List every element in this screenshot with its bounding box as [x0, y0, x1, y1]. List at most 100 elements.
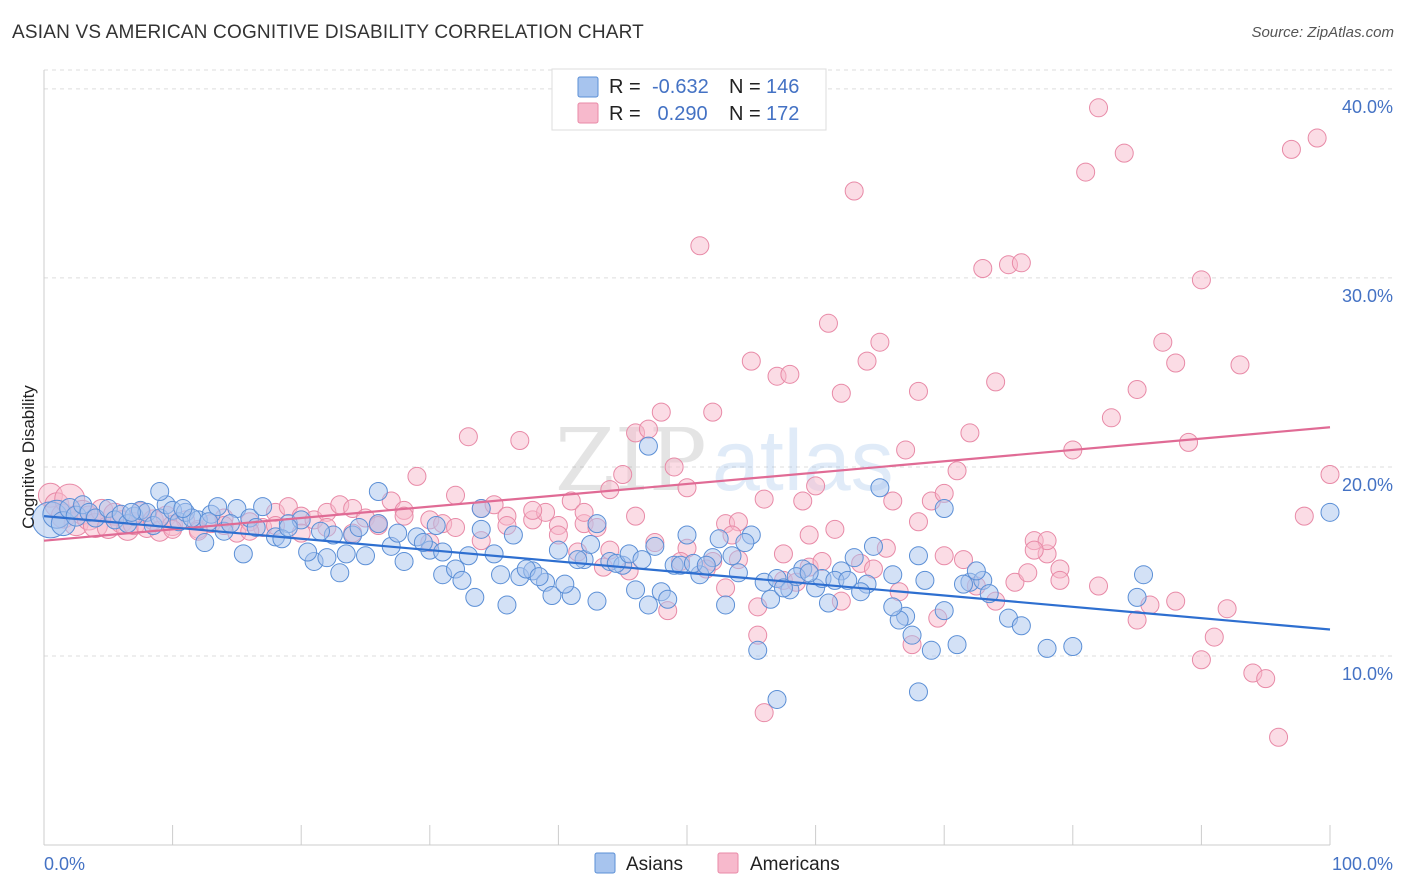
american-point-120 [799, 525, 819, 545]
legend-r-value-americans: 0.290 [652, 103, 708, 125]
american-point-128 [1024, 540, 1044, 560]
bottom-legend-label-americans: Americans [750, 854, 840, 875]
american-point-133 [1191, 650, 1211, 670]
legend-n-label-asians: N = [729, 76, 761, 98]
asian-point-94 [638, 436, 658, 456]
asian-point-35 [330, 563, 350, 583]
legend-n-value-asians: 146 [766, 76, 799, 98]
american-point-104 [1256, 669, 1276, 689]
asian-point-31 [233, 544, 253, 564]
asian-point-66 [716, 595, 736, 615]
american-point-134 [716, 578, 736, 598]
american-point-61 [703, 402, 723, 422]
source-label: Source: ZipAtlas.com [1251, 24, 1394, 41]
american-point-75 [883, 491, 903, 511]
x-tick-label-max: 100.0% [1332, 854, 1393, 874]
asian-point-81 [908, 546, 928, 566]
legend-n-value-americans: 172 [766, 103, 799, 125]
legend-n-label-americans: N = [729, 103, 761, 125]
american-point-129 [1050, 570, 1070, 590]
american-point-65 [754, 489, 774, 509]
asian-point-76 [844, 548, 864, 568]
american-point-42 [458, 427, 478, 447]
american-point-76 [896, 440, 916, 460]
y-tick-labels: 10.0% 20.0% 30.0% 40.0% [1342, 97, 1393, 684]
asian-point-134 [568, 550, 588, 570]
asian-point-99 [278, 517, 298, 537]
asian-point-97 [368, 482, 388, 502]
asian-point-120 [966, 561, 986, 581]
asian-point-7 [85, 508, 105, 528]
american-point-106 [1281, 139, 1301, 159]
y-tick-label-20: 20.0% [1342, 475, 1393, 495]
american-point-41 [446, 485, 466, 505]
asian-point-149 [208, 497, 228, 517]
asian-point-83 [934, 601, 954, 621]
asian-point-133 [555, 574, 575, 594]
american-point-38 [407, 466, 427, 486]
asian-point-67 [728, 563, 748, 583]
american-point-56 [638, 419, 658, 439]
american-point-80 [947, 461, 967, 481]
american-point-82 [973, 258, 993, 278]
asian-point-40 [394, 551, 414, 571]
asian-point-45 [458, 546, 478, 566]
asian-point-82 [921, 640, 941, 660]
american-point-121 [825, 519, 845, 539]
asian-point-91 [1134, 565, 1154, 585]
american-point-100 [1204, 627, 1224, 647]
asian-point-146 [1011, 616, 1031, 636]
x-tick-label-min: 0.0% [44, 854, 85, 874]
american-point-54 [613, 465, 633, 485]
american-point-50 [561, 491, 581, 511]
american-point-105 [1269, 727, 1289, 747]
asian-point-90 [1127, 587, 1147, 607]
legend-r-value-asians: -0.632 [652, 76, 709, 98]
asian-point-130 [465, 587, 485, 607]
asian-point-26 [253, 497, 273, 517]
asian-point-119 [953, 574, 973, 594]
asian-point-123 [298, 542, 318, 562]
american-point-108 [1307, 128, 1327, 148]
asian-point-89 [1063, 637, 1083, 657]
chart-title: ASIAN VS AMERICAN COGNITIVE DISABILITY C… [12, 22, 644, 43]
y-tick-label-10: 10.0% [1342, 664, 1393, 684]
american-point-132 [1166, 591, 1186, 611]
y-tick-label-30: 30.0% [1342, 286, 1393, 306]
asian-point-118 [915, 570, 935, 590]
asian-point-110 [748, 640, 768, 660]
asian-point-59 [638, 595, 658, 615]
asian-point-74 [818, 593, 838, 613]
asian-point-147 [426, 516, 446, 536]
american-point-64 [741, 351, 761, 371]
asian-point-88 [1037, 638, 1057, 658]
asian-point-138 [709, 529, 729, 549]
american-point-97 [1166, 353, 1186, 373]
american-point-83 [986, 372, 1006, 392]
american-point-77 [908, 381, 928, 401]
asian-point-154 [173, 499, 193, 519]
asian-point-58 [626, 580, 646, 600]
legend-bottom: Asians Americans [594, 852, 840, 875]
asian-point-139 [722, 546, 742, 566]
american-point-71 [831, 383, 851, 403]
american-point-140 [523, 500, 543, 520]
bottom-legend-swatch-asians [594, 852, 616, 874]
asian-points [31, 436, 1340, 709]
asian-trend-line [43, 515, 1331, 631]
asian-point-132 [529, 567, 549, 587]
american-point-102 [1230, 355, 1250, 375]
american-point-59 [677, 478, 697, 498]
legend-r-label-asians: R = [609, 76, 641, 98]
american-point-46 [510, 430, 530, 450]
asian-point-144 [902, 625, 922, 645]
american-point-124 [908, 512, 928, 532]
asian-point-136 [632, 550, 652, 570]
asian-point-109 [735, 533, 755, 553]
american-point-92 [1101, 408, 1121, 428]
asian-point-153 [121, 502, 141, 522]
y-axis-label: Cognitive Disability [19, 385, 38, 529]
bottom-legend-label-asians: Asians [626, 854, 683, 875]
asian-point-121 [767, 689, 787, 709]
asian-point-155 [199, 512, 219, 532]
